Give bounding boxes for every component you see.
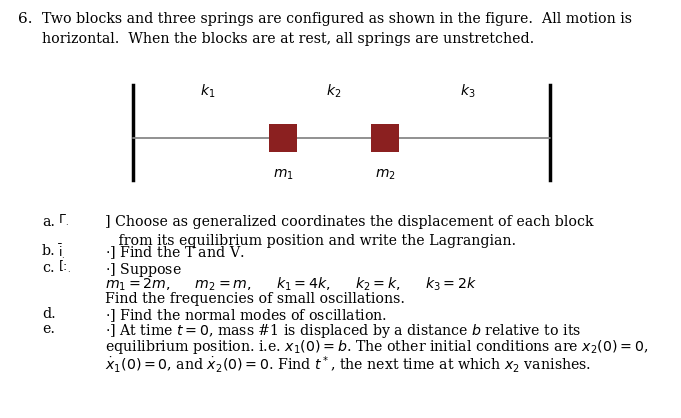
Text: equilibrium position. i.e. $x_1(0) = b$. The other initial conditions are $x_2(0: equilibrium position. i.e. $x_1(0) = b$.…	[105, 338, 648, 356]
Text: c.: c.	[42, 261, 54, 275]
Text: Two blocks and three springs are configured as shown in the figure.  All motion : Two blocks and three springs are configu…	[42, 12, 632, 46]
Text: $k_1$: $k_1$	[200, 83, 216, 100]
Bar	[269, 124, 297, 152]
Text: $\dot{x}_1(0) = 0$, and $\dot{x}_2(0) = 0$. Find $t^*$, the next time at which $: $\dot{x}_1(0) = 0$, and $\dot{x}_2(0) = …	[105, 354, 591, 375]
Text: 6.: 6.	[18, 12, 33, 26]
Text: e.: e.	[42, 322, 55, 336]
Text: $k_2$: $k_2$	[326, 83, 342, 100]
Text: ] Choose as generalized coordinates the displacement of each block
   from its e: ] Choose as generalized coordinates the …	[105, 215, 594, 248]
Text: $\Gamma_{\mathsf{.}}$: $\Gamma_{\mathsf{.}}$	[58, 213, 69, 228]
Text: Find the frequencies of small oscillations.: Find the frequencies of small oscillatio…	[105, 292, 405, 306]
Text: d.: d.	[42, 307, 56, 321]
Text: $\cdot$] Suppose: $\cdot$] Suppose	[105, 261, 182, 279]
Text: $m_1$: $m_1$	[272, 168, 294, 182]
Bar	[371, 124, 399, 152]
Text: b.: b.	[42, 244, 56, 258]
Text: $\cdot$] Find the normal modes of oscillation.: $\cdot$] Find the normal modes of oscill…	[105, 307, 387, 324]
Text: $\cdot$] Find the T and V.: $\cdot$] Find the T and V.	[105, 244, 244, 261]
Text: $[\colon_{\mathsf{.}}$: $[\colon_{\mathsf{.}}$	[58, 259, 71, 275]
Text: $\cdot$] At time $t = 0$, mass #1 is displaced by a distance $b$ relative to its: $\cdot$] At time $t = 0$, mass #1 is dis…	[105, 322, 581, 340]
Text: $k_3$: $k_3$	[460, 83, 475, 100]
Text: $m_1 = 2m,$     $m_2 = m,$     $k_1 = 4k,$     $k_2 = k,$     $k_3 = 2k$: $m_1 = 2m,$ $m_2 = m,$ $k_1 = 4k,$ $k_2 …	[105, 276, 477, 293]
Text: $\bar{\mathsf{i}}_{\mathsf{.}}$: $\bar{\mathsf{i}}_{\mathsf{.}}$	[58, 242, 65, 260]
Text: $m_2$: $m_2$	[375, 168, 396, 182]
Text: a.: a.	[42, 215, 55, 229]
